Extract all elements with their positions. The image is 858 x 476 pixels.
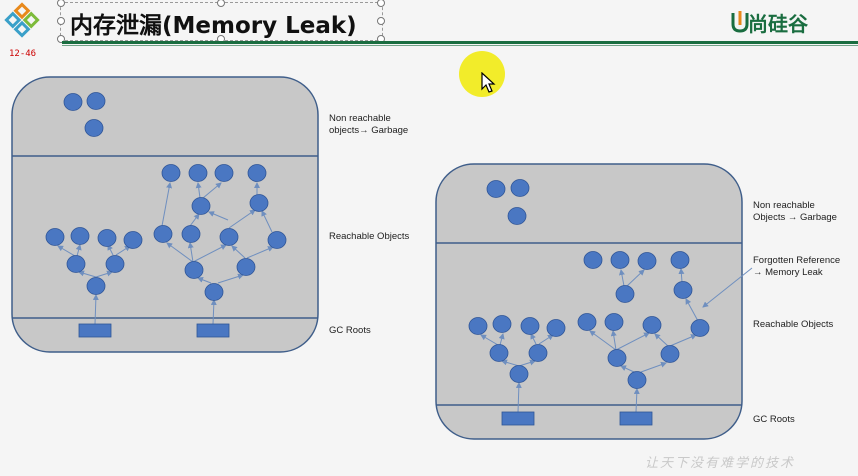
- graph-node: [510, 179, 530, 197]
- graph-node: [63, 93, 83, 111]
- graph-node: [236, 258, 256, 276]
- left-label-non-reachable-line2: objects→ Garbage: [329, 125, 409, 136]
- title-underline-thin: [62, 45, 858, 46]
- graph-node: [642, 316, 662, 334]
- graph-node: [66, 255, 86, 273]
- resize-handle[interactable]: [57, 35, 65, 43]
- graph-node: [673, 281, 693, 299]
- graph-node: [627, 371, 647, 389]
- right-label-non-reachable-line2: Objects → Garbage: [753, 212, 837, 223]
- left-nodes: [45, 92, 287, 301]
- graph-node: [188, 164, 208, 182]
- graph-node: [219, 228, 239, 246]
- graph-node: [153, 225, 173, 243]
- gc-root-block: [196, 323, 230, 338]
- gc-root-block: [619, 411, 653, 426]
- mouse-cursor-icon: [481, 72, 496, 93]
- graph-node: [670, 251, 690, 269]
- right-label-non-reachable-line1: Non reachable: [753, 200, 815, 211]
- graph-node: [660, 345, 680, 363]
- right-diagram: [435, 163, 753, 440]
- graph-node: [637, 252, 657, 270]
- gc-root-block: [78, 323, 112, 338]
- right-gc-roots: [501, 411, 653, 426]
- graph-node: [105, 255, 125, 273]
- graph-node: [214, 164, 234, 182]
- graph-node: [45, 228, 65, 246]
- right-nodes: [468, 179, 710, 389]
- graph-node: [604, 313, 624, 331]
- right-label-forgotten-line1: Forgotten Reference: [753, 255, 841, 266]
- resize-handle[interactable]: [377, 17, 385, 25]
- graph-node: [267, 231, 287, 249]
- graph-node: [84, 119, 104, 137]
- forgotten-reference-pointer: [702, 267, 753, 308]
- graph-node: [249, 194, 269, 212]
- graph-node: [70, 227, 90, 245]
- graph-node: [184, 261, 204, 279]
- brand-name: 尚硅谷: [748, 12, 808, 36]
- left-edges: [57, 182, 274, 325]
- graph-node: [97, 229, 117, 247]
- left-label-reachable: Reachable Objects: [329, 231, 410, 242]
- graph-node: [577, 313, 597, 331]
- left-gc-roots: [78, 323, 230, 338]
- graph-node: [520, 317, 540, 335]
- graph-node: [528, 344, 548, 362]
- title-bar: 内存泄漏(Memory Leak) 尚硅谷: [0, 0, 858, 46]
- graph-node: [204, 283, 224, 301]
- graph-node: [507, 207, 527, 225]
- graph-node: [610, 251, 630, 269]
- graph-node: [86, 92, 106, 110]
- graph-node: [509, 365, 529, 383]
- brand-logo-icon: [731, 11, 749, 33]
- resize-handle[interactable]: [57, 17, 65, 25]
- left-label-gc-roots: GC Roots: [329, 325, 371, 336]
- resize-handle[interactable]: [57, 0, 65, 7]
- resize-handle[interactable]: [217, 0, 225, 7]
- title-underline: [62, 41, 858, 44]
- graph-node: [247, 164, 267, 182]
- graph-node: [486, 180, 506, 198]
- graph-node: [161, 164, 181, 182]
- right-label-forgotten-line2: → Memory Leak: [753, 267, 823, 278]
- footer-watermark: 让天下没有难学的技术: [645, 456, 796, 471]
- graph-node: [492, 315, 512, 333]
- resize-handle[interactable]: [377, 0, 385, 7]
- graph-node: [123, 231, 143, 249]
- gc-root-block: [501, 411, 535, 426]
- right-panel: [435, 163, 743, 440]
- left-panel: [11, 76, 319, 353]
- left-diagram: [11, 76, 319, 353]
- graph-node: [607, 349, 627, 367]
- graph-node: [181, 225, 201, 243]
- graph-node: [191, 197, 211, 215]
- left-label-non-reachable-line1: Non reachable: [329, 113, 391, 124]
- graph-node: [583, 251, 603, 269]
- graph-node: [86, 277, 106, 295]
- graph-node: [489, 344, 509, 362]
- slide-number: 12-46: [9, 49, 37, 59]
- graph-node: [468, 317, 488, 335]
- right-label-reachable: Reachable Objects: [753, 319, 834, 330]
- logo-diamond-icon: [4, 2, 40, 38]
- right-edges: [480, 268, 699, 413]
- graph-node: [690, 319, 710, 337]
- graph-node: [546, 319, 566, 337]
- page-title[interactable]: 内存泄漏(Memory Leak): [70, 13, 357, 39]
- graph-node: [615, 285, 635, 303]
- right-label-gc-roots: GC Roots: [753, 414, 795, 425]
